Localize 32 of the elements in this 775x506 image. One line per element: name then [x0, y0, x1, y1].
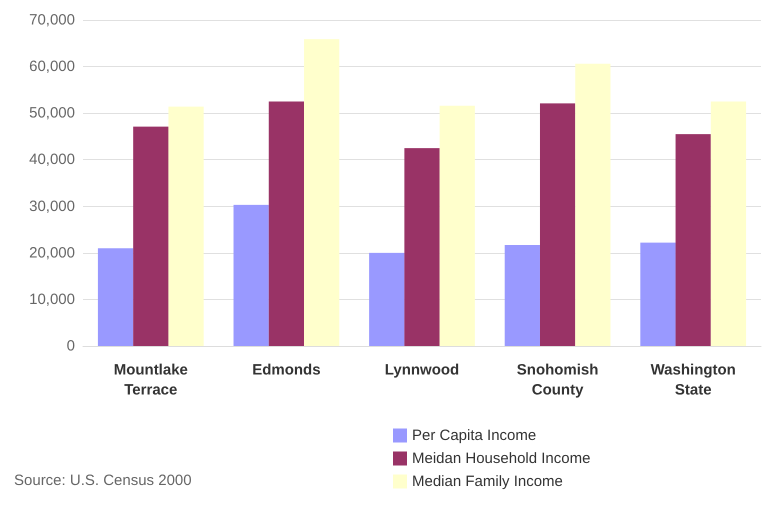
x-tick-label: Washington State: [650, 362, 736, 398]
bar: [404, 148, 440, 346]
x-tick-label: Lynnwood: [384, 362, 460, 378]
x-tick-label: Edmonds: [252, 362, 321, 378]
y-tick-label: 0: [66, 338, 75, 354]
y-tick-label: 70,000: [29, 12, 75, 28]
bar: [168, 106, 204, 346]
legend-label: Meidan Household Income: [412, 450, 590, 467]
bar: [234, 204, 269, 346]
x-tick-label: Mountlake Terrace: [114, 362, 188, 398]
y-tick-label: 50,000: [29, 104, 75, 122]
bar: [98, 248, 134, 346]
y-tick-label: 30,000: [29, 198, 75, 215]
source-note: Source: U.S. Census 2000: [14, 472, 192, 489]
bar: [640, 242, 676, 346]
bar: [676, 134, 711, 346]
bar: [440, 106, 475, 346]
bar: [304, 39, 340, 346]
y-tick-label: 20,000: [29, 244, 75, 262]
bar: [268, 102, 304, 346]
bar: [575, 64, 610, 346]
y-tick-label: 40,000: [29, 151, 75, 168]
bar: [133, 126, 168, 346]
bar: [369, 252, 404, 346]
y-tick-label: 60,000: [29, 58, 75, 76]
bar: [540, 103, 576, 346]
x-tick-label: Snohomish County: [516, 362, 598, 398]
bar: [504, 244, 540, 346]
bar: [710, 102, 746, 346]
y-tick-label: 10,000: [29, 290, 75, 308]
legend-label: Median Family Income: [412, 473, 563, 490]
legend-label: Per Capita Income: [412, 427, 536, 444]
